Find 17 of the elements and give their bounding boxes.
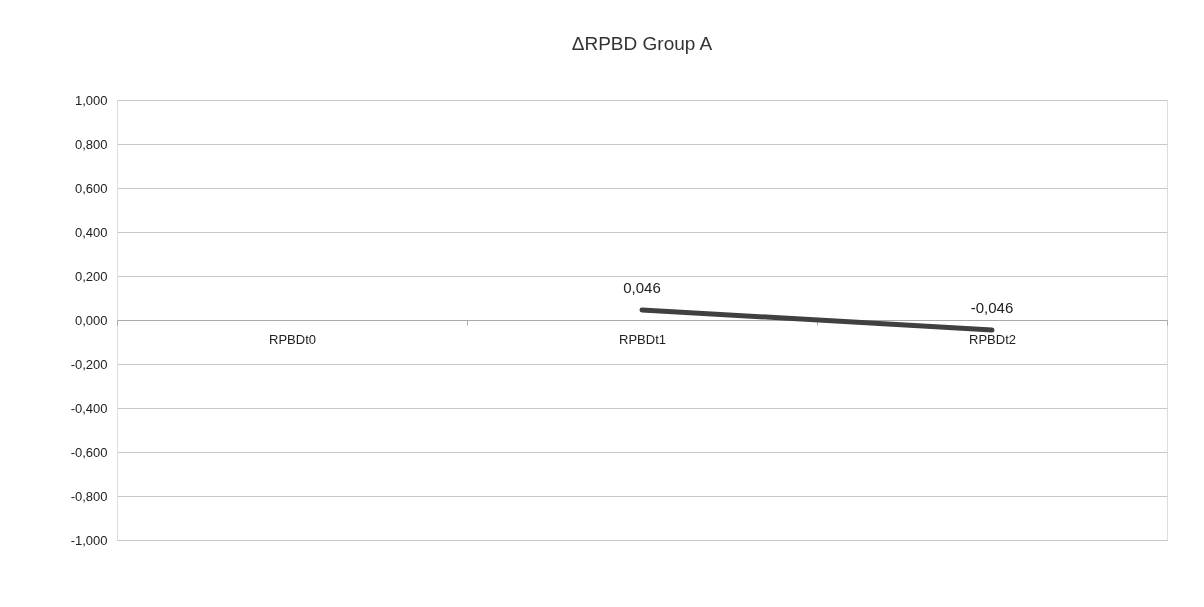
data-label: 0,046 xyxy=(623,278,661,296)
y-tick-label: 0,000 xyxy=(74,312,108,328)
y-tick-label: -0,200 xyxy=(70,356,108,372)
x-tick-label: RPBDt2 xyxy=(969,331,1016,347)
y-tick-label: 1,000 xyxy=(74,92,108,108)
y-tick-label: 0,200 xyxy=(74,268,108,284)
data-label: -0,046 xyxy=(970,299,1014,317)
chart-title: ΔRPBD Group A xyxy=(571,33,713,54)
y-tick-label: 0,600 xyxy=(74,180,108,196)
y-tick-label: -1,000 xyxy=(70,532,108,548)
x-tick-label: RPBDt0 xyxy=(269,331,316,347)
y-tick-label: -0,600 xyxy=(70,444,108,460)
x-tick-label: RPBDt1 xyxy=(619,331,666,347)
y-tick-label: 0,400 xyxy=(74,224,108,240)
y-tick-label: -0,400 xyxy=(70,400,108,416)
y-tick-label: -0,800 xyxy=(70,488,108,504)
y-tick-label: 0,800 xyxy=(74,136,108,152)
